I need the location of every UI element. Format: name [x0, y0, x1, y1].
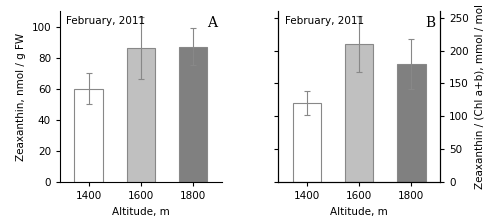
Bar — [397, 64, 426, 182]
X-axis label: Altitude, m: Altitude, m — [112, 207, 170, 217]
Text: A: A — [207, 16, 217, 30]
Text: February, 2011: February, 2011 — [66, 16, 146, 26]
Text: February, 2011: February, 2011 — [285, 16, 364, 26]
Bar — [292, 103, 322, 182]
Y-axis label: Zeaxanthin / (Chl a+b), mmol / mol: Zeaxanthin / (Chl a+b), mmol / mol — [474, 4, 484, 189]
Bar — [178, 47, 208, 182]
Bar — [126, 48, 155, 182]
Bar — [345, 44, 374, 182]
Bar — [74, 89, 103, 182]
Text: B: B — [425, 16, 435, 30]
X-axis label: Altitude, m: Altitude, m — [330, 207, 388, 217]
Y-axis label: Zeaxanthin, nmol / g FW: Zeaxanthin, nmol / g FW — [16, 32, 26, 161]
